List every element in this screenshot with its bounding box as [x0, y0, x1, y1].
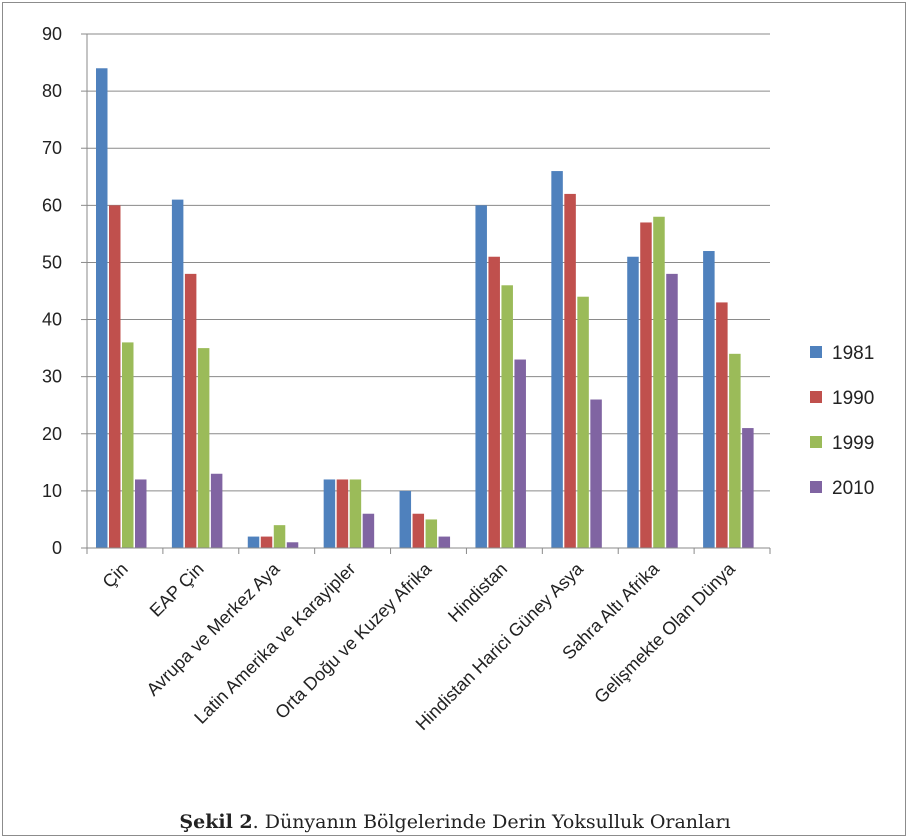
- bar: [640, 222, 652, 548]
- bar: [399, 490, 412, 548]
- bar: [135, 479, 147, 548]
- y-tick-label: 90: [42, 24, 62, 44]
- bar: [501, 285, 513, 548]
- x-tick-label: Çin: [99, 559, 132, 592]
- bar: [286, 542, 299, 548]
- y-tick-label: 10: [42, 481, 62, 501]
- y-tick-label: 80: [42, 81, 62, 101]
- bars: [96, 68, 754, 549]
- y-tick-label: 0: [52, 538, 62, 558]
- bar: [590, 399, 602, 548]
- legend-swatch: [810, 346, 822, 358]
- bar: [703, 251, 715, 548]
- bar: [109, 205, 121, 549]
- bar: [184, 273, 197, 548]
- bar: [336, 479, 349, 548]
- x-tick-label: Gelişmekte Olan Dünya: [590, 558, 739, 707]
- y-tick-label: 30: [42, 367, 62, 387]
- y-tick-labels: 0 10 20 30 40 50 60 70 80 90: [42, 24, 62, 558]
- legend-label: 1990: [832, 388, 874, 409]
- bar: [438, 536, 451, 548]
- x-tick-label: EAP Çin: [146, 559, 208, 621]
- figure-caption-text: . Dünyanın Bölgelerinde Derin Yoksulluk …: [252, 811, 731, 833]
- bar: [475, 205, 487, 549]
- bar: [666, 273, 678, 548]
- bar: [362, 513, 375, 548]
- x-tick-label: Hindistan: [444, 559, 511, 626]
- bar: [197, 348, 210, 548]
- bar: [653, 216, 665, 548]
- legend-swatch: [810, 481, 822, 493]
- bar: [425, 519, 438, 548]
- x-tick-label: Orta Doğu ve Kuzey Afrika: [271, 558, 436, 723]
- y-tick-label: 70: [42, 138, 62, 158]
- bar: [323, 479, 336, 548]
- legend: 1981 1990 1999 2010: [810, 343, 874, 499]
- bar: [514, 359, 526, 548]
- bar: [488, 256, 500, 548]
- figure-caption-label: Şekil 2: [179, 811, 253, 833]
- bar: [247, 536, 260, 548]
- bar: [551, 171, 563, 549]
- bar: [577, 296, 589, 548]
- bar: [210, 473, 223, 548]
- axes: [86, 34, 771, 554]
- legend-swatch: [810, 436, 822, 448]
- legend-label: 1981: [832, 343, 874, 364]
- bar: [122, 342, 134, 548]
- y-tick-label: 60: [42, 195, 62, 215]
- bar: [729, 353, 741, 548]
- y-tick-label: 20: [42, 424, 62, 444]
- legend-label: 2010: [832, 478, 874, 499]
- bar: [564, 193, 576, 548]
- bar: [716, 302, 728, 548]
- x-tick-label: Avrupa ve Merkez Aya: [143, 558, 285, 700]
- bar: [742, 428, 754, 548]
- bar: [412, 513, 425, 548]
- bar: [349, 479, 362, 548]
- legend-swatch: [810, 391, 822, 403]
- y-tick-label: 50: [42, 252, 62, 272]
- y-tick-label: 40: [42, 310, 62, 330]
- bar: [96, 68, 108, 549]
- bar: [627, 256, 639, 548]
- figure-caption: Şekil 2. Dünyanın Bölgelerinde Derin Yok…: [0, 811, 910, 833]
- x-tick-label: Latin Amerika ve Karayipler: [190, 559, 359, 728]
- bar: [171, 199, 184, 548]
- bar: [260, 536, 273, 548]
- legend-label: 1999: [832, 433, 874, 454]
- bar: [273, 525, 286, 548]
